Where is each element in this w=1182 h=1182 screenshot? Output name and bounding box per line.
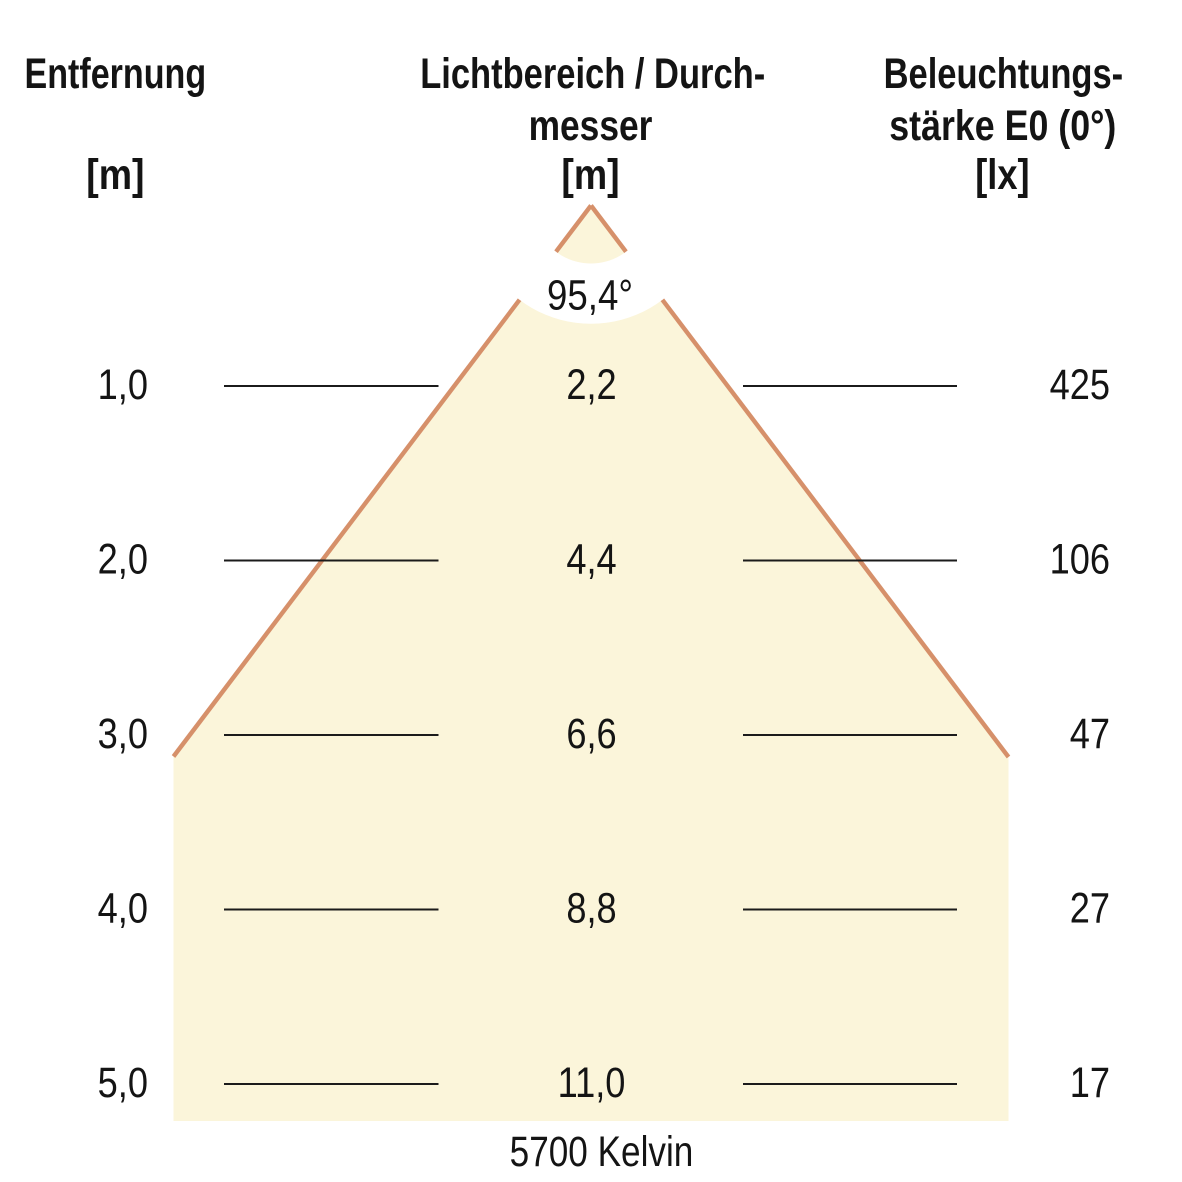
- svg-text:17: 17: [1070, 1059, 1110, 1106]
- svg-text:[m]: [m]: [561, 151, 619, 199]
- svg-text:4,0: 4,0: [98, 885, 148, 932]
- svg-text:4,4: 4,4: [566, 536, 616, 583]
- svg-text:messer: messer: [529, 103, 653, 150]
- svg-text:8,8: 8,8: [566, 885, 616, 932]
- svg-text:95,4°: 95,4°: [547, 272, 633, 319]
- svg-text:47: 47: [1070, 710, 1110, 757]
- svg-text:Lichtbereich / Durch-: Lichtbereich / Durch-: [420, 51, 765, 98]
- svg-text:[m]: [m]: [86, 151, 144, 199]
- svg-text:2,0: 2,0: [98, 536, 148, 583]
- svg-text:27: 27: [1070, 885, 1110, 932]
- svg-text:2,2: 2,2: [566, 361, 616, 408]
- svg-text:Beleuchtungs-: Beleuchtungs-: [884, 51, 1124, 98]
- svg-text:425: 425: [1050, 361, 1110, 408]
- svg-text:[lx]: [lx]: [975, 151, 1029, 198]
- svg-text:11,0: 11,0: [558, 1059, 626, 1106]
- svg-text:stärke E0 (0°): stärke E0 (0°): [889, 102, 1116, 150]
- svg-text:6,6: 6,6: [566, 710, 616, 757]
- svg-text:3,0: 3,0: [98, 710, 148, 757]
- svg-text:1,0: 1,0: [98, 361, 148, 408]
- svg-text:Entfernung: Entfernung: [24, 50, 206, 97]
- svg-text:5,0: 5,0: [98, 1059, 148, 1106]
- svg-text:5700 Kelvin: 5700 Kelvin: [510, 1129, 694, 1176]
- svg-text:106: 106: [1050, 536, 1110, 583]
